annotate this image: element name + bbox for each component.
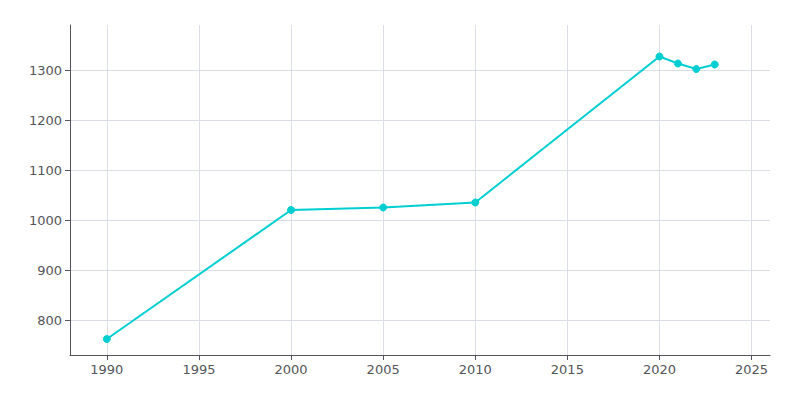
svg-text:1000: 1000 [29, 213, 62, 228]
svg-text:1100: 1100 [29, 163, 62, 178]
svg-text:800: 800 [37, 313, 62, 328]
svg-text:1990: 1990 [90, 362, 123, 377]
svg-text:2010: 2010 [459, 362, 492, 377]
svg-text:2000: 2000 [275, 362, 308, 377]
svg-text:2020: 2020 [643, 362, 676, 377]
svg-text:1200: 1200 [29, 113, 62, 128]
svg-text:2015: 2015 [551, 362, 584, 377]
svg-text:2005: 2005 [367, 362, 400, 377]
svg-text:1995: 1995 [182, 362, 215, 377]
svg-text:1300: 1300 [29, 63, 62, 78]
svg-text:900: 900 [37, 263, 62, 278]
svg-text:2025: 2025 [735, 362, 768, 377]
